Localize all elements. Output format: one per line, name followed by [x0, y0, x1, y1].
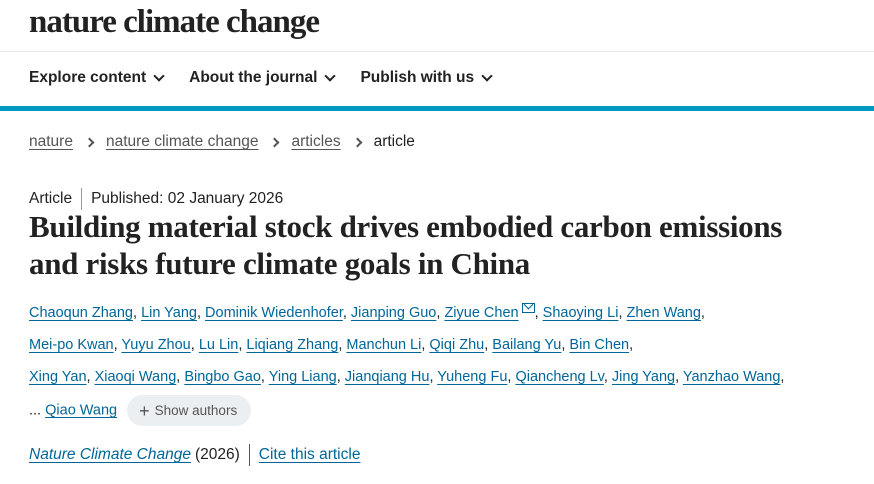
author-row: Xing Yan, Xiaoqi Wang, Bingbo Gao, Ying … [29, 369, 785, 385]
author-link[interactable]: Ying Liang [268, 369, 337, 385]
author-link[interactable]: Manchun Li [346, 337, 422, 353]
show-authors-button[interactable]: + Show authors [127, 395, 252, 426]
author-link[interactable]: Xing Yan [29, 369, 87, 385]
author-link[interactable]: Lu Lin [198, 337, 239, 353]
author-link[interactable]: Jianping Guo [350, 305, 437, 321]
author-row: ... Qiao Wang + Show authors [29, 395, 784, 427]
breadcrumb-articles[interactable]: articles [291, 133, 341, 150]
author-link[interactable]: Shaoying Li [542, 305, 619, 321]
published-date: Published: 02 January 2026 [91, 190, 284, 207]
author-link[interactable]: Qiancheng Lv [515, 369, 604, 385]
journal-link[interactable]: Nature Climate Change [29, 446, 191, 463]
author-link[interactable]: Zhen Wang [626, 305, 701, 321]
breadcrumb-current: article [373, 133, 415, 150]
cite-divider [248, 444, 250, 466]
cite-article-link[interactable]: Cite this article [258, 446, 361, 463]
chevron-down-icon [324, 69, 337, 82]
chevron-right-icon [84, 137, 95, 147]
chevron-right-icon [352, 137, 363, 147]
chevron-right-icon [270, 137, 280, 147]
accent-bar [0, 106, 874, 111]
email-icon[interactable] [521, 303, 535, 313]
nav-explore-content[interactable]: Explore content [29, 69, 165, 87]
author-row: Mei-po Kwan, Yuyu Zhou, Lu Lin, Liqiang … [29, 337, 634, 353]
meta-divider [81, 188, 83, 210]
author-link[interactable]: Chaoqun Zhang [29, 305, 133, 321]
author-link[interactable]: Jianqiang Hu [344, 369, 430, 385]
nav-label: About the journal [189, 69, 318, 86]
author-link[interactable]: Bingbo Gao [184, 369, 261, 385]
author-link[interactable]: Dominik Wiedenhofer [205, 305, 343, 321]
breadcrumb: nature nature climate change articles ar… [29, 133, 415, 151]
author-link[interactable]: Lin Yang [141, 305, 197, 321]
author-link[interactable]: Mei-po Kwan [29, 337, 114, 353]
chevron-down-icon [481, 69, 493, 82]
author-link[interactable]: Xiaoqi Wang [94, 369, 177, 385]
header-divider [0, 51, 874, 52]
author-link[interactable]: Jing Yang [611, 369, 676, 385]
plus-icon: + [139, 400, 150, 421]
nav-about-journal[interactable]: About the journal [189, 69, 337, 87]
author-link[interactable]: Yanzhao Wang [682, 369, 781, 385]
breadcrumb-nature[interactable]: nature [29, 133, 73, 150]
show-authors-label: Show authors [154, 402, 238, 418]
author-link[interactable]: Yuheng Fu [437, 369, 508, 385]
author-link[interactable]: Ziyue Chen [444, 305, 519, 321]
nav-label: Explore content [29, 69, 147, 86]
author-link[interactable]: Qiao Wang [45, 402, 118, 419]
author-link[interactable]: Liqiang Zhang [246, 337, 339, 353]
citation-line: Nature Climate Change (2026) Cite this a… [29, 444, 360, 466]
nav-publish-with-us[interactable]: Publish with us [360, 69, 493, 87]
author-link[interactable]: Bailang Yu [492, 337, 562, 353]
author-link[interactable]: Yuyu Zhou [121, 337, 191, 353]
breadcrumb-journal[interactable]: nature climate change [105, 133, 259, 150]
chevron-down-icon [153, 69, 165, 82]
article-meta: Article Published: 02 January 2026 [29, 188, 283, 210]
author-link[interactable]: Bin Chen [569, 337, 630, 353]
ellipsis: ... [29, 402, 42, 419]
journal-logo[interactable]: nature climate change [29, 4, 320, 40]
author-link[interactable]: Qiqi Zhu [429, 337, 485, 353]
article-title: Building material stock drives embodied … [29, 209, 783, 281]
author-list: Chaoqun Zhang, Lin Yang, Dominik Wiedenh… [29, 299, 784, 427]
year: (2026) [194, 446, 240, 463]
nav-label: Publish with us [360, 69, 475, 86]
article-type: Article [29, 190, 73, 207]
author-row: Chaoqun Zhang, Lin Yang, Dominik Wiedenh… [29, 303, 705, 321]
main-nav: Explore content About the journal Publis… [29, 69, 493, 87]
